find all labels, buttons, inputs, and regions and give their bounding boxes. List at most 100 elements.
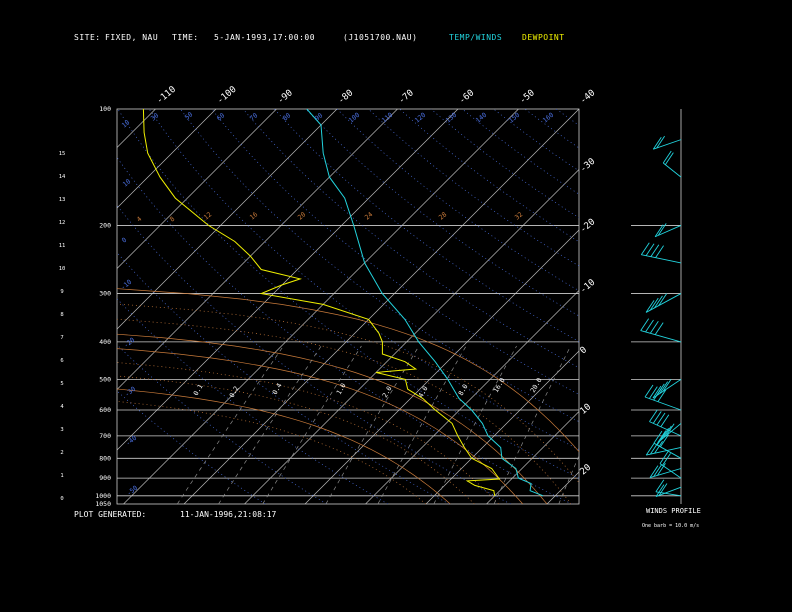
wind-barb-flag [649, 297, 659, 311]
moist-adiabat [117, 303, 579, 484]
wind-barb-flag [657, 389, 667, 402]
dry-adiabat [524, 109, 579, 149]
height-km-tick-label: 0 [60, 496, 63, 502]
height-km-tick-label: 6 [60, 358, 63, 364]
mixing-ratio-label: 8.0 [457, 383, 470, 397]
winds-profile-note: One barb = 10.0 m/s [642, 523, 700, 529]
isotherm-line [117, 109, 277, 269]
isotherm-line [123, 109, 519, 504]
pressure-tick-label: 100 [99, 105, 111, 113]
mixing-ratio-line [177, 345, 284, 504]
dry-adiabat-label: 30 [149, 111, 160, 122]
wind-barb [641, 254, 682, 264]
wind-barb-flag [659, 381, 669, 394]
wind-barb-flag [657, 223, 667, 236]
wind-barb-flag [645, 319, 654, 333]
dry-adiabat-label: 50 [183, 110, 194, 121]
mixing-ratio-label: 4.0 [417, 385, 430, 399]
wind-barb [649, 421, 682, 437]
isotherm-top-label: -100 [216, 85, 239, 107]
wind-barb-flag [644, 384, 654, 398]
wind-barb-flag [652, 385, 662, 399]
isotherm-line [729, 109, 792, 504]
wind-barb-flag [662, 425, 672, 439]
wind-barb [646, 447, 682, 456]
dry-adiabat [305, 109, 579, 317]
isotherm-top-label: -110 [155, 85, 178, 107]
height-km-tick-label: 4 [60, 404, 64, 410]
isotherm-top-label: -90 [276, 88, 295, 106]
wind-barb-flag [645, 442, 655, 456]
dry-adiabat [336, 109, 579, 292]
wind-barb-flag [656, 135, 665, 149]
dry-adiabat-label: 10 [120, 118, 131, 129]
isotherm-line [244, 169, 579, 504]
file-id: (J1051700.NAU) [343, 33, 418, 42]
pressure-tick-label: 500 [99, 375, 111, 383]
moist-adiabat-label: 20 [296, 210, 307, 221]
plot-frame [116, 108, 580, 505]
moist-adiabat-label: 4 [135, 215, 143, 224]
mixing-ratio-label: 2.0 [381, 385, 394, 399]
dry-adiabat [619, 109, 792, 504]
height-km-tick-label: 10 [59, 266, 66, 272]
dry-adiabat-label: 90 [313, 111, 324, 122]
wind-barb-flag [654, 440, 663, 454]
moist-adiabat [117, 401, 427, 504]
wind-barb-flag [650, 441, 659, 455]
wind-barb-flag [650, 244, 660, 257]
legend-temp: TEMP/WINDS [449, 33, 503, 42]
isotherm-right-label: 0 [579, 345, 590, 356]
mixing-ratio-label: 0.1 [192, 383, 205, 397]
moist-adiabat-label: 24 [363, 210, 374, 221]
wind-barb-flag [662, 379, 672, 392]
isotherm-right-label: -30 [579, 157, 598, 175]
wind-barb-flag [660, 414, 670, 428]
wind-barb-flag [655, 383, 665, 397]
dry-adiabat [148, 109, 579, 450]
dewpoint-line [142, 109, 501, 496]
isotherm-line [117, 109, 338, 330]
wind-barb-flag [653, 430, 663, 444]
pressure-tick-label: 300 [99, 290, 111, 298]
wind-barb [652, 378, 682, 399]
isotherm-line [668, 109, 792, 504]
wind-barb-flag [665, 152, 674, 165]
pressure-tick-label: 900 [99, 474, 111, 482]
height-km-tick-label: 2 [60, 450, 63, 456]
dry-adiabat [650, 109, 792, 504]
wind-barb-flag [640, 242, 650, 255]
wind-barb-flag [662, 150, 672, 164]
height-km-tick-label: 8 [60, 312, 63, 318]
wind-barb-flag [654, 224, 664, 237]
height-km-tick-label: 14 [59, 174, 66, 180]
mixing-ratio-label: 0.2 [228, 385, 241, 399]
wind-barb-flag [657, 430, 667, 443]
moist-adiabat-label: 8 [168, 215, 176, 224]
dry-adiabat-label: 60 [215, 111, 226, 122]
wind-barb-flag [655, 484, 665, 497]
height-km-tick-label: 3 [60, 427, 63, 433]
height-km-tick-label: 12 [59, 220, 66, 226]
wind-barb-flag [654, 295, 663, 309]
wind-barb-flag [654, 322, 664, 335]
dry-adiabat-label: 150 [507, 111, 521, 125]
dry-adiabat-side-label: -20 [122, 336, 136, 350]
pressure-tick-label: 200 [99, 221, 111, 229]
wind-barb-flag [645, 300, 655, 313]
wind-barb [653, 139, 682, 150]
wind-barb [645, 293, 682, 313]
wind-barb-flag [665, 423, 675, 436]
mixing-ratio-line [558, 454, 579, 504]
mixing-ratio-line [493, 345, 572, 504]
wind-barb-flag [658, 483, 668, 496]
wind-barb-flag [657, 463, 666, 476]
wind-barb-flag [649, 321, 659, 334]
moist-adiabat-label: 32 [513, 210, 524, 221]
wind-barb-flag [660, 434, 669, 448]
pressure-tick-label: 400 [99, 338, 111, 346]
isotherm-top-label: -70 [397, 88, 416, 106]
dry-adiabat [274, 109, 579, 342]
pressure-tick-label: 800 [99, 454, 111, 462]
wind-barb-flag [655, 479, 665, 493]
